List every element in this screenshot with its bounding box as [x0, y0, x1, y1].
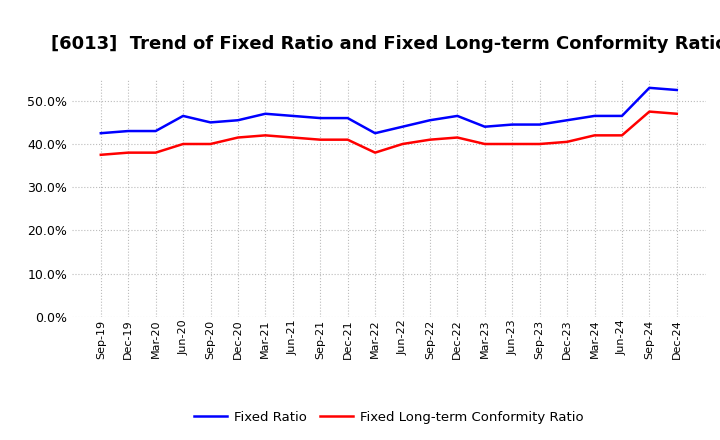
Fixed Long-term Conformity Ratio [453, 135, 462, 140]
Fixed Long-term Conformity Ratio [480, 141, 489, 147]
Fixed Ratio [480, 124, 489, 129]
Fixed Ratio [508, 122, 516, 127]
Fixed Ratio [618, 113, 626, 118]
Fixed Long-term Conformity Ratio [206, 141, 215, 147]
Fixed Long-term Conformity Ratio [508, 141, 516, 147]
Fixed Long-term Conformity Ratio [618, 133, 626, 138]
Fixed Long-term Conformity Ratio [645, 109, 654, 114]
Fixed Ratio [672, 88, 681, 93]
Fixed Ratio [645, 85, 654, 91]
Fixed Long-term Conformity Ratio [261, 133, 270, 138]
Line: Fixed Long-term Conformity Ratio: Fixed Long-term Conformity Ratio [101, 112, 677, 155]
Fixed Ratio [151, 128, 160, 134]
Fixed Ratio [233, 117, 242, 123]
Fixed Ratio [206, 120, 215, 125]
Text: [6013]  Trend of Fixed Ratio and Fixed Long-term Conformity Ratio: [6013] Trend of Fixed Ratio and Fixed Lo… [50, 35, 720, 53]
Fixed Ratio [453, 113, 462, 118]
Fixed Ratio [426, 117, 434, 123]
Fixed Ratio [563, 117, 572, 123]
Line: Fixed Ratio: Fixed Ratio [101, 88, 677, 133]
Fixed Long-term Conformity Ratio [316, 137, 325, 142]
Fixed Long-term Conformity Ratio [426, 137, 434, 142]
Fixed Long-term Conformity Ratio [179, 141, 187, 147]
Fixed Ratio [536, 122, 544, 127]
Fixed Long-term Conformity Ratio [590, 133, 599, 138]
Fixed Ratio [316, 115, 325, 121]
Fixed Ratio [590, 113, 599, 118]
Fixed Long-term Conformity Ratio [96, 152, 105, 158]
Fixed Ratio [124, 128, 132, 134]
Fixed Long-term Conformity Ratio [343, 137, 352, 142]
Fixed Long-term Conformity Ratio [371, 150, 379, 155]
Fixed Ratio [96, 131, 105, 136]
Fixed Long-term Conformity Ratio [233, 135, 242, 140]
Fixed Ratio [371, 131, 379, 136]
Fixed Long-term Conformity Ratio [563, 139, 572, 144]
Fixed Long-term Conformity Ratio [124, 150, 132, 155]
Fixed Ratio [343, 115, 352, 121]
Fixed Long-term Conformity Ratio [398, 141, 407, 147]
Fixed Ratio [398, 124, 407, 129]
Fixed Long-term Conformity Ratio [672, 111, 681, 117]
Fixed Ratio [289, 113, 297, 118]
Fixed Long-term Conformity Ratio [289, 135, 297, 140]
Legend: Fixed Ratio, Fixed Long-term Conformity Ratio: Fixed Ratio, Fixed Long-term Conformity … [189, 405, 588, 429]
Fixed Long-term Conformity Ratio [151, 150, 160, 155]
Fixed Ratio [261, 111, 270, 117]
Fixed Ratio [179, 113, 187, 118]
Fixed Long-term Conformity Ratio [536, 141, 544, 147]
